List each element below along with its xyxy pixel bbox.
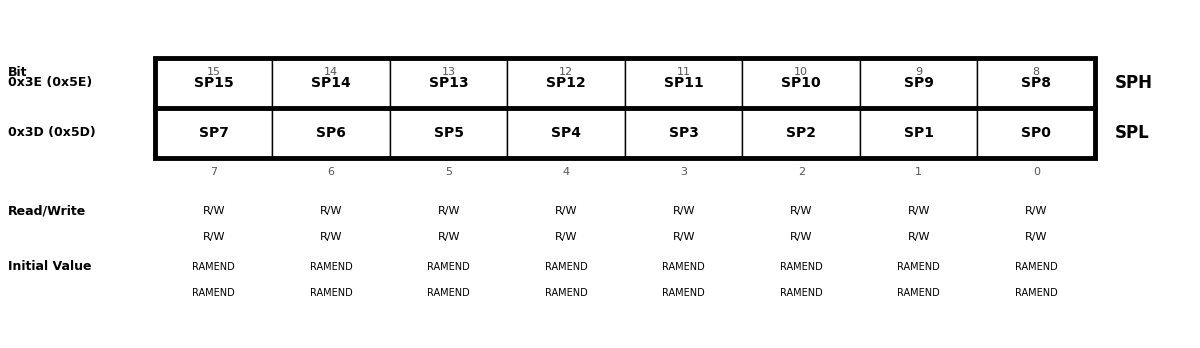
Text: 1: 1 — [916, 167, 923, 177]
Text: R/W: R/W — [907, 232, 930, 242]
Text: R/W: R/W — [203, 206, 226, 216]
Bar — [860, 108, 978, 158]
Text: 13: 13 — [442, 67, 456, 77]
Text: SP3: SP3 — [668, 126, 698, 140]
Text: 5: 5 — [445, 167, 452, 177]
Text: 0x3E (0x5E): 0x3E (0x5E) — [8, 77, 92, 89]
Text: 15: 15 — [206, 67, 221, 77]
Text: RAMEND: RAMEND — [192, 288, 235, 298]
Bar — [155, 108, 272, 158]
Text: SP14: SP14 — [311, 76, 352, 90]
Text: 0: 0 — [1033, 167, 1039, 177]
Bar — [390, 58, 508, 108]
Bar — [978, 58, 1096, 108]
Text: SP8: SP8 — [1021, 76, 1051, 90]
Bar — [743, 108, 860, 158]
Text: R/W: R/W — [320, 232, 342, 242]
Text: SP9: SP9 — [904, 76, 934, 90]
Text: 2: 2 — [798, 167, 805, 177]
Text: 7: 7 — [210, 167, 217, 177]
Bar — [390, 108, 508, 158]
Text: SPL: SPL — [1115, 124, 1150, 142]
Text: RAMEND: RAMEND — [427, 288, 470, 298]
Text: RAMEND: RAMEND — [545, 288, 588, 298]
Text: SP10: SP10 — [781, 76, 821, 90]
Text: R/W: R/W — [1025, 232, 1048, 242]
Text: RAMEND: RAMEND — [1015, 288, 1057, 298]
Text: R/W: R/W — [1025, 206, 1048, 216]
Text: RAMEND: RAMEND — [898, 288, 940, 298]
Text: RAMEND: RAMEND — [1015, 262, 1057, 272]
Text: 10: 10 — [794, 67, 809, 77]
Text: SP15: SP15 — [194, 76, 234, 90]
Text: 6: 6 — [328, 167, 335, 177]
Bar — [978, 108, 1096, 158]
Text: SPH: SPH — [1115, 74, 1153, 92]
Text: RAMEND: RAMEND — [898, 262, 940, 272]
Bar — [508, 58, 625, 108]
Bar — [625, 108, 743, 158]
Text: R/W: R/W — [438, 232, 460, 242]
Text: R/W: R/W — [320, 206, 342, 216]
Text: SP4: SP4 — [551, 126, 581, 140]
Text: Read/Write: Read/Write — [8, 205, 86, 218]
Text: 14: 14 — [324, 67, 338, 77]
Text: RAMEND: RAMEND — [780, 262, 823, 272]
Text: R/W: R/W — [554, 206, 577, 216]
Text: SP5: SP5 — [433, 126, 463, 140]
Text: R/W: R/W — [907, 206, 930, 216]
Bar — [743, 58, 860, 108]
Text: RAMEND: RAMEND — [310, 288, 353, 298]
Text: SP6: SP6 — [317, 126, 346, 140]
Bar — [625, 58, 743, 108]
Text: SP7: SP7 — [199, 126, 229, 140]
Text: RAMEND: RAMEND — [545, 262, 588, 272]
Text: SP11: SP11 — [664, 76, 703, 90]
Text: SP2: SP2 — [786, 126, 816, 140]
Bar — [508, 108, 625, 158]
Text: R/W: R/W — [554, 232, 577, 242]
Bar — [272, 108, 390, 158]
Bar — [860, 58, 978, 108]
Text: R/W: R/W — [438, 206, 460, 216]
Text: RAMEND: RAMEND — [192, 262, 235, 272]
Text: SP13: SP13 — [428, 76, 468, 90]
Text: SP1: SP1 — [904, 126, 934, 140]
Text: R/W: R/W — [790, 206, 812, 216]
Text: SP0: SP0 — [1021, 126, 1051, 140]
Text: R/W: R/W — [203, 232, 226, 242]
Text: 3: 3 — [680, 167, 688, 177]
Text: RAMEND: RAMEND — [662, 262, 706, 272]
Text: 11: 11 — [677, 67, 691, 77]
Text: 12: 12 — [559, 67, 574, 77]
Text: Bit: Bit — [8, 65, 28, 79]
Text: R/W: R/W — [672, 232, 695, 242]
Text: 0x3D (0x5D): 0x3D (0x5D) — [8, 127, 96, 140]
Bar — [155, 58, 1096, 158]
Text: 9: 9 — [916, 67, 923, 77]
Text: Initial Value: Initial Value — [8, 261, 91, 274]
Text: RAMEND: RAMEND — [780, 288, 823, 298]
Text: SP12: SP12 — [546, 76, 586, 90]
Text: 8: 8 — [1033, 67, 1040, 77]
Bar — [155, 58, 272, 108]
Text: R/W: R/W — [672, 206, 695, 216]
Bar — [272, 58, 390, 108]
Text: RAMEND: RAMEND — [310, 262, 353, 272]
Text: RAMEND: RAMEND — [427, 262, 470, 272]
Text: R/W: R/W — [790, 232, 812, 242]
Text: RAMEND: RAMEND — [662, 288, 706, 298]
Text: 4: 4 — [563, 167, 570, 177]
